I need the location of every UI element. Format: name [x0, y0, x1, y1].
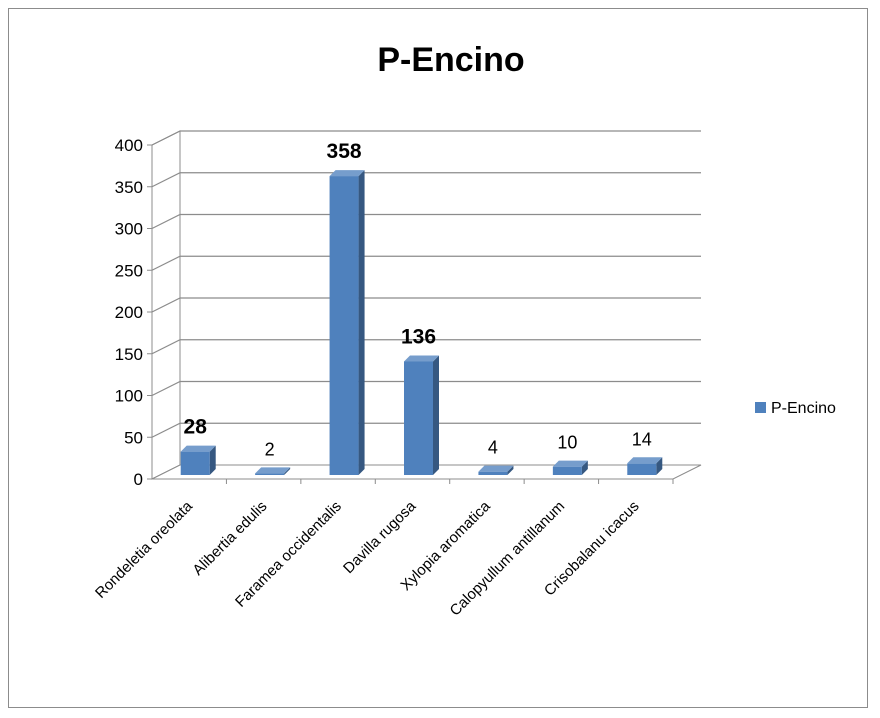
gridline	[151, 255, 701, 271]
bar-top	[478, 465, 514, 472]
gridline	[151, 130, 701, 146]
gridline	[151, 339, 701, 355]
y-tick-label: 350	[115, 178, 143, 197]
bar-top	[627, 457, 663, 464]
data-label: 2	[265, 439, 275, 459]
y-tick-label: 250	[115, 261, 143, 280]
data-label: 28	[184, 416, 208, 439]
y-axis: 0 50 100 150 200 250 300 350 400	[115, 136, 153, 489]
y-tick-label: 50	[124, 428, 143, 447]
y-tick-label: 100	[115, 387, 143, 406]
data-label: 14	[632, 429, 652, 449]
bar-side	[507, 465, 514, 475]
bar-front	[552, 466, 582, 475]
y-tick-label: 150	[115, 345, 143, 364]
category-label: Alibertia edulis	[189, 498, 270, 579]
legend: P-Encino	[755, 400, 836, 417]
bar-front	[180, 451, 210, 475]
bar-side	[284, 467, 291, 475]
chart-title: P-Encino	[377, 41, 524, 79]
bar-side	[433, 355, 439, 475]
y-tick-label: 0	[134, 470, 143, 489]
bar	[404, 355, 439, 475]
category-label: Rondeletia oreolata	[92, 497, 196, 601]
bar	[329, 170, 365, 475]
y-tick-label: 200	[115, 303, 143, 322]
bar-side	[656, 457, 663, 475]
bar	[552, 460, 588, 475]
y-tick-label: 300	[115, 220, 143, 239]
bar	[627, 457, 663, 475]
bar-top	[255, 467, 291, 474]
bar-front	[627, 463, 657, 475]
bar-top	[329, 170, 365, 177]
data-label: 136	[401, 325, 436, 348]
chart-frame: P-Encino 0 50 100 150 200 250 300 350 400 28 2 358…	[8, 8, 868, 708]
legend-swatch	[755, 402, 766, 413]
bar-side	[209, 445, 216, 475]
bar-front	[329, 176, 359, 475]
bar-side	[358, 170, 365, 475]
bar-top	[404, 355, 439, 362]
data-label: 10	[557, 433, 577, 453]
bar-chart: P-Encino 0 50 100 150 200 250 300 350 400 28 2 358…	[92, 41, 836, 619]
bar	[478, 465, 514, 475]
gridlines	[151, 130, 701, 438]
bar-front	[255, 473, 285, 475]
bars	[180, 170, 663, 475]
y-tick-label: 400	[115, 136, 143, 155]
gridline	[151, 297, 701, 313]
bar-front	[404, 361, 433, 475]
bar	[255, 467, 291, 475]
gridline	[151, 380, 701, 397]
data-labels: 28 2 358 136 4 10 14	[184, 140, 652, 459]
bar-top	[552, 460, 588, 467]
category-label: Davilla rugosa	[340, 497, 420, 577]
data-label: 358	[327, 140, 362, 163]
legend-label: P-Encino	[771, 400, 836, 417]
bar-side	[581, 460, 588, 475]
bar-front	[478, 471, 508, 475]
gridline	[151, 213, 701, 230]
bar-top	[180, 445, 216, 452]
data-label: 4	[488, 438, 498, 458]
bar	[180, 445, 216, 475]
gridline	[151, 172, 701, 188]
gridline	[151, 422, 701, 438]
